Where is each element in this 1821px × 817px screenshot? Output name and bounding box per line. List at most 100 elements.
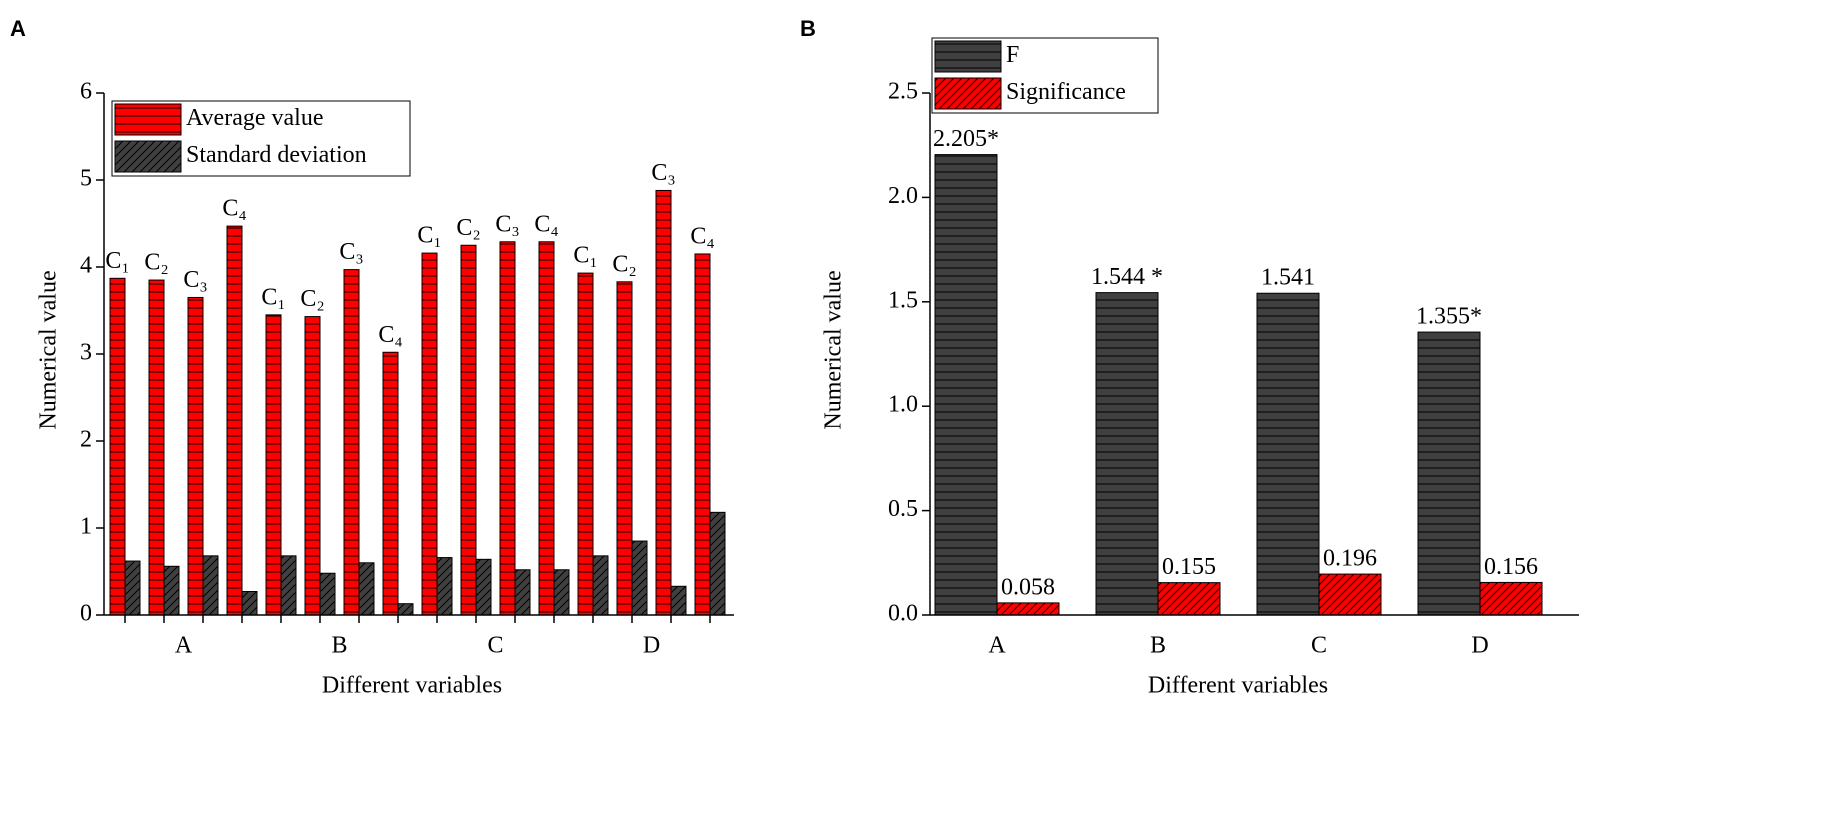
bar: [514, 569, 531, 616]
x-axis-title: Different variables: [322, 673, 502, 699]
bar: [241, 591, 258, 616]
x-tick-label: B: [331, 633, 347, 659]
bar: [694, 253, 711, 616]
x-tick-label: C: [487, 633, 503, 659]
bar-label: C₄: [222, 196, 246, 222]
x-axis-title: Different variables: [1148, 673, 1328, 699]
legend-swatch: [934, 77, 1002, 110]
legend-swatch: [114, 103, 182, 136]
x-tick-label: D: [643, 633, 660, 659]
x-tick-label: C: [1311, 633, 1327, 659]
value-label: 1.355*: [1416, 304, 1482, 330]
legend-label: F: [1006, 42, 1019, 68]
bar-label: C₄: [378, 322, 402, 348]
bar: [1417, 331, 1481, 616]
value-label: 1.541: [1261, 265, 1315, 291]
y-tick-label: 2.5: [888, 79, 918, 105]
bar: [553, 569, 570, 616]
bar: [148, 279, 165, 616]
bar: [475, 558, 492, 616]
bar-label: C₁: [261, 284, 285, 310]
bar-label: C₁: [417, 223, 441, 249]
y-tick-label: 4: [80, 253, 92, 279]
bar: [358, 562, 375, 616]
bar-label: C₂: [612, 251, 636, 277]
y-tick-label: 0.0: [888, 601, 918, 627]
y-tick-label: 6: [80, 79, 92, 105]
x-tick-label: D: [1471, 633, 1488, 659]
bar-label: C₂: [300, 286, 324, 312]
value-label: 2.205*: [933, 126, 999, 152]
bar: [1157, 582, 1221, 616]
bar: [1318, 573, 1382, 616]
y-tick-label: 2.0: [888, 183, 918, 209]
bar-label: C₃: [339, 239, 363, 265]
bar-label: C₁: [573, 243, 597, 269]
bar: [421, 252, 438, 616]
bar: [319, 572, 336, 616]
bar: [1479, 581, 1543, 616]
bar-label: C₃: [651, 160, 675, 186]
bar: [436, 557, 453, 616]
bar: [577, 272, 594, 616]
legend-label: Significance: [1006, 79, 1126, 105]
panel-label: A: [10, 16, 26, 41]
bar: [460, 244, 477, 616]
bar: [382, 351, 399, 616]
y-tick-label: 2: [80, 427, 92, 453]
x-tick-label: A: [175, 633, 193, 659]
bar-label: C₂: [144, 250, 168, 276]
legend-swatch: [934, 40, 1002, 73]
bar-label: C₃: [495, 211, 519, 237]
legend-label: Standard deviation: [186, 142, 367, 168]
bar: [226, 225, 243, 616]
bar: [343, 269, 360, 616]
value-label: 0.155: [1162, 554, 1216, 580]
bar: [397, 603, 414, 616]
bar: [280, 555, 297, 616]
y-tick-label: 3: [80, 340, 92, 366]
x-tick-label: A: [988, 633, 1006, 659]
bar: [934, 154, 998, 616]
bar-label: C₂: [456, 215, 480, 241]
value-label: 1.544 *: [1091, 264, 1163, 290]
y-tick-label: 1.0: [888, 392, 918, 418]
bar: [304, 316, 321, 616]
bar: [499, 241, 516, 616]
bar: [670, 585, 687, 616]
bar: [655, 189, 672, 616]
panel-label: B: [800, 16, 816, 41]
bar: [202, 555, 219, 616]
bar: [187, 296, 204, 616]
y-tick-label: 5: [80, 166, 92, 192]
y-axis-title: Numerical value: [36, 270, 62, 429]
y-tick-label: 0.5: [888, 496, 918, 522]
bar: [163, 565, 180, 616]
bar: [996, 602, 1060, 616]
bar: [631, 540, 648, 616]
value-label: 0.156: [1484, 554, 1538, 580]
y-axis-title: Numerical value: [821, 270, 847, 429]
bar-label: C₄: [690, 223, 714, 249]
bar: [592, 555, 609, 616]
bar: [124, 560, 141, 616]
bar: [709, 511, 726, 616]
y-tick-label: 1.5: [888, 287, 918, 313]
value-label: 0.196: [1323, 546, 1377, 572]
bar: [265, 314, 282, 616]
x-tick-label: B: [1150, 633, 1166, 659]
y-tick-label: 1: [80, 514, 92, 540]
bar: [1256, 292, 1320, 616]
legend-swatch: [114, 140, 182, 173]
bar: [1095, 292, 1159, 616]
y-tick-label: 0: [80, 601, 92, 627]
bar: [616, 281, 633, 616]
legend-label: Average value: [186, 105, 323, 131]
bar: [538, 241, 555, 616]
value-label: 0.058: [1001, 574, 1055, 600]
bar-label: C₁: [105, 248, 129, 274]
bar-label: C₃: [183, 267, 207, 293]
bar: [109, 277, 126, 616]
bar-label: C₄: [534, 211, 558, 237]
